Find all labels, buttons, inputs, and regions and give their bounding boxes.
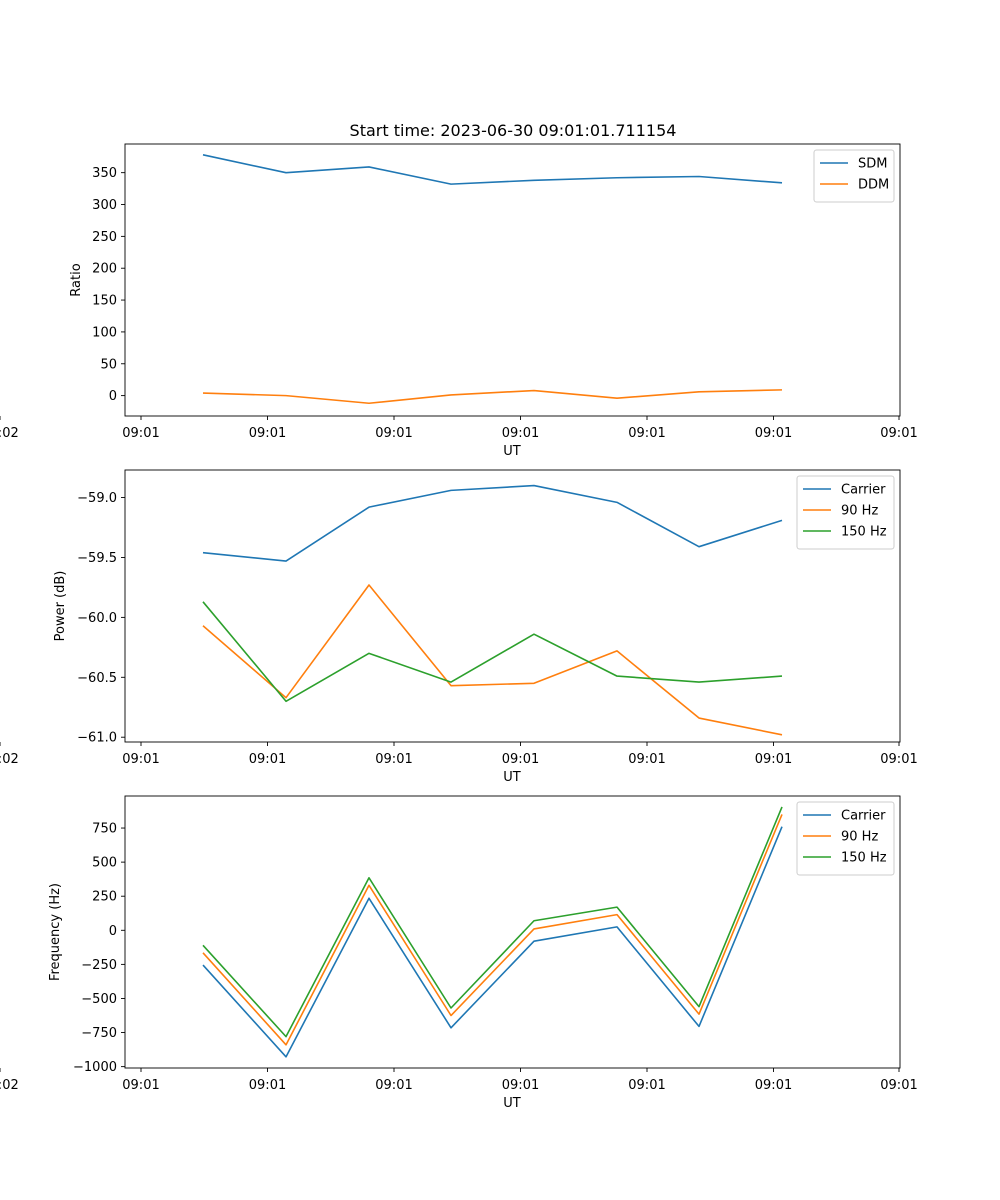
y-tick-label: 200 <box>92 262 117 277</box>
subplot-1: 09:01 09:01 09:01 09:01 09:01 09:01 09:01 09:02… <box>0 143 918 459</box>
series-line-90-hz <box>202 814 783 1046</box>
x-tick-label: 09:01 <box>375 426 412 441</box>
legend: SDM DDM <box>813 149 895 203</box>
x-tick-label: 09:02 <box>0 752 19 767</box>
legend-entry: 150 Hz <box>841 851 887 866</box>
y-tick-label: −60.0 <box>77 611 117 626</box>
x-tick-label: 09:01 <box>502 1078 539 1093</box>
x-tick-label: 09:01 <box>375 1078 412 1093</box>
y-axis-label: Frequency (Hz) <box>48 883 63 981</box>
y-axis-label: Power (dB) <box>53 571 68 642</box>
axes-frame <box>124 143 901 417</box>
x-tick-label: 09:01 <box>628 426 665 441</box>
y-tick-label: −59.0 <box>77 491 117 506</box>
x-tick-label: 09:01 <box>755 426 792 441</box>
x-tick-label: 09:01 <box>628 1078 665 1093</box>
x-tick-label: 09:01 <box>122 1078 159 1093</box>
x-tick-label: 09:01 <box>249 1078 286 1093</box>
x-tick-label: 09:01 <box>502 752 539 767</box>
legend-entry: SDM <box>858 157 887 172</box>
legend-entry: Carrier <box>841 483 886 498</box>
x-tick-label: 09:01 <box>122 752 159 767</box>
y-tick-label: −750 <box>81 1026 117 1041</box>
x-axis-label: UT <box>503 444 521 459</box>
series-line-carrier <box>202 484 783 562</box>
y-tick-label: 50 <box>100 357 117 372</box>
y-tick-label: −60.5 <box>77 671 117 686</box>
axes-frame <box>124 469 901 743</box>
x-tick-label: 09:02 <box>0 426 19 441</box>
x-tick-label: 09:01 <box>880 426 917 441</box>
x-axis-label: UT <box>503 770 521 785</box>
x-tick-label: 09:01 <box>628 752 665 767</box>
legend: Carrier 90 Hz 150 Hz <box>796 801 895 876</box>
y-tick-label: 0 <box>109 924 117 939</box>
x-axis-label: UT <box>503 1096 521 1111</box>
x-tick-label: 09:01 <box>122 426 159 441</box>
series-line-sdm <box>202 154 783 185</box>
x-tick-label: 09:02 <box>0 1078 19 1093</box>
legend: Carrier 90 Hz 150 Hz <box>796 475 895 550</box>
y-tick-label: −1000 <box>73 1060 117 1075</box>
y-tick-label: 250 <box>92 890 117 905</box>
y-tick-label: 500 <box>92 856 117 871</box>
subplot-3: 09:01 09:01 09:01 09:01 09:01 09:01 09:01 09:02… <box>0 795 918 1111</box>
y-tick-label: 350 <box>92 166 117 181</box>
series-line-ddm <box>202 389 783 405</box>
legend-entry: DDM <box>858 178 889 193</box>
series-line-150-hz <box>202 601 783 703</box>
charts-root: 09:01 09:01 09:01 09:01 09:01 09:01 09:01 09:02… <box>0 143 918 1111</box>
y-tick-label: −59.5 <box>77 551 117 566</box>
series-line-carrier <box>202 826 783 1058</box>
subplot-2: 09:01 09:01 09:01 09:01 09:01 09:01 09:01 09:02… <box>0 469 918 785</box>
series-line-150-hz <box>202 806 783 1038</box>
x-tick-label: 09:01 <box>502 426 539 441</box>
y-tick-label: 300 <box>92 198 117 213</box>
y-tick-label: −61.0 <box>77 731 117 746</box>
x-tick-label: 09:01 <box>755 1078 792 1093</box>
x-tick-label: 09:01 <box>880 1078 917 1093</box>
y-tick-label: 750 <box>92 822 117 837</box>
y-tick-label: 250 <box>92 230 117 245</box>
series-line-90-hz <box>202 584 783 736</box>
y-tick-label: −250 <box>81 958 117 973</box>
legend-entry: 90 Hz <box>841 504 878 519</box>
y-tick-label: 0 <box>109 389 117 404</box>
x-tick-label: 09:01 <box>249 752 286 767</box>
x-tick-label: 09:01 <box>375 752 412 767</box>
x-tick-label: 09:01 <box>755 752 792 767</box>
legend-entry: Carrier <box>841 809 886 824</box>
y-tick-label: 100 <box>92 325 117 340</box>
legend-entry: 90 Hz <box>841 830 878 845</box>
y-tick-label: 150 <box>92 294 117 309</box>
x-tick-label: 09:01 <box>249 426 286 441</box>
chart-title: Start time: 2023-06-30 09:01:01.711154 <box>350 121 677 140</box>
legend-entry: 150 Hz <box>841 525 887 540</box>
axes-frame <box>124 795 901 1069</box>
y-tick-label: −500 <box>81 992 117 1007</box>
y-axis-label: Ratio <box>69 263 84 296</box>
x-tick-label: 09:01 <box>880 752 917 767</box>
